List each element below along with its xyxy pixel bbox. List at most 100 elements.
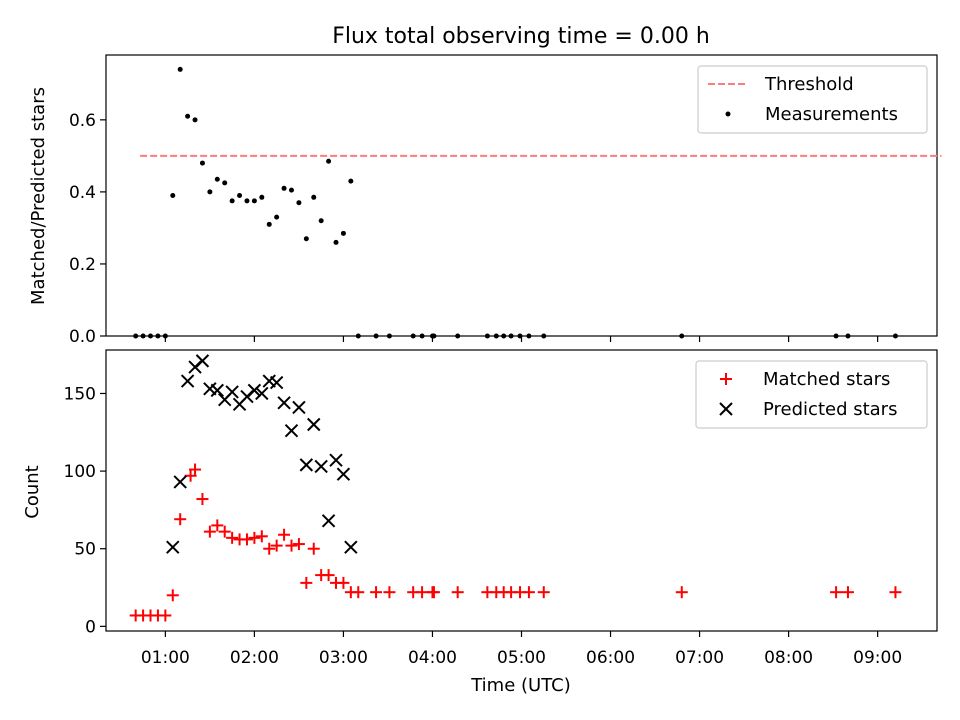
measurement-point <box>340 230 346 236</box>
ratio-y-tick-label: 0.2 <box>69 255 96 275</box>
predicted-star-point <box>344 540 358 554</box>
measurement-point <box>140 333 146 339</box>
predicted-star-point <box>284 424 299 438</box>
predicted-star-point <box>255 386 269 401</box>
legend-measurements-label: Measurements <box>765 104 898 125</box>
count-y-tick-label: 150 <box>64 384 96 404</box>
x-axis-label: Time (UTC) <box>470 675 571 696</box>
measurement-point <box>192 117 198 123</box>
measurement-point <box>214 176 220 182</box>
predicted-star-point <box>210 383 225 398</box>
matched-star-point <box>337 576 350 589</box>
matched-stars-series <box>129 463 902 622</box>
measurement-point <box>348 178 354 184</box>
measurement-point <box>222 180 228 186</box>
measurement-point <box>207 189 213 195</box>
x-tick-label: 09:00 <box>853 648 902 668</box>
predicted-star-point <box>180 374 195 388</box>
matched-star-point <box>166 589 179 602</box>
measurement-point <box>155 333 161 339</box>
matched-star-point <box>285 539 298 552</box>
measurement-point <box>281 185 287 191</box>
matched-star-point <box>159 609 172 622</box>
predicted-star-point <box>336 467 351 481</box>
legend-predicted-swatch <box>719 402 733 416</box>
predicted-star-point <box>321 514 336 528</box>
matched-star-point <box>174 513 187 526</box>
predicted-star-point <box>173 475 187 489</box>
predicted-star-point <box>225 385 239 399</box>
count-y-axis-label: Count <box>22 465 43 518</box>
measurement-point <box>526 333 532 339</box>
measurement-point <box>288 187 294 193</box>
predicted-star-point <box>314 459 328 474</box>
legend-threshold-label: Threshold <box>764 74 854 95</box>
matched-star-point <box>270 539 283 552</box>
predicted-star-point <box>247 383 262 398</box>
measurement-point <box>244 198 250 204</box>
ratio-y-axis-label: Matched/Predicted stars <box>28 87 49 305</box>
matched-star-point <box>522 586 535 599</box>
matched-star-point <box>830 586 843 599</box>
measurement-point <box>311 194 317 200</box>
measurement-point <box>318 218 324 224</box>
legend-matched-label: Matched stars <box>763 369 890 390</box>
x-tick-label: 02:00 <box>230 648 279 668</box>
count-x-ticks: 01:00 02:00 03:00 04:00 05:00 06:00 07:00 08:00… <box>141 631 902 668</box>
measurement-point <box>355 333 361 339</box>
matched-star-point <box>307 542 320 555</box>
count-legend-box <box>695 360 928 429</box>
matched-star-point <box>189 463 202 476</box>
predicted-star-point <box>195 354 210 368</box>
matched-star-point <box>383 586 396 599</box>
ratio-y-ticks: 0.0 0.2 0.4 0.6 <box>69 111 106 347</box>
matched-star-point <box>248 531 261 544</box>
matched-star-point <box>322 569 335 582</box>
measurement-point <box>679 333 685 339</box>
measurement-point <box>170 193 176 198</box>
measurement-point <box>148 333 154 339</box>
measurement-point <box>296 200 302 206</box>
predicted-star-point <box>299 458 314 472</box>
x-tick-label: 07:00 <box>675 648 724 668</box>
measurement-point <box>501 333 507 339</box>
predicted-star-point <box>269 375 284 390</box>
matched-star-point <box>427 586 440 599</box>
matched-star-point <box>537 586 550 599</box>
matched-star-point <box>263 542 276 555</box>
measurement-point <box>133 333 139 339</box>
measurement-point <box>326 158 332 164</box>
matched-star-point <box>184 469 197 482</box>
ratio-x-ticks <box>164 336 879 342</box>
measurement-point <box>229 198 235 204</box>
ratio-y-tick-label: 0.4 <box>69 183 96 203</box>
predicted-star-point <box>277 396 291 410</box>
chart-title: Flux total observing time = 0.00 h <box>332 24 710 49</box>
measurement-point <box>303 236 309 242</box>
ratio-legend: Threshold Measurements <box>697 65 928 134</box>
predicted-stars-series <box>166 354 358 554</box>
x-tick-label: 08:00 <box>764 648 813 668</box>
predicted-star-point <box>307 417 321 432</box>
measurement-point <box>373 333 379 339</box>
matched-star-point <box>370 586 383 599</box>
ratio-legend-box <box>697 65 928 134</box>
measurement-point <box>419 333 425 339</box>
measurement-point <box>455 333 461 339</box>
matched-star-point <box>255 530 268 543</box>
measurement-point <box>266 221 272 227</box>
measurement-point <box>386 333 392 339</box>
measurement-point <box>484 333 490 339</box>
measurement-point <box>493 333 499 339</box>
measurement-point <box>274 214 280 220</box>
matched-star-point <box>292 538 305 551</box>
legend-measurements-swatch <box>725 111 731 117</box>
matched-star-point <box>196 493 209 506</box>
measurement-point <box>541 333 547 339</box>
count-y-tick-label: 0 <box>85 617 96 637</box>
measurement-point <box>410 333 416 339</box>
count-y-tick-label: 100 <box>64 462 96 482</box>
legend-predicted-label: Predicted stars <box>763 399 897 420</box>
measurement-point <box>833 333 839 339</box>
